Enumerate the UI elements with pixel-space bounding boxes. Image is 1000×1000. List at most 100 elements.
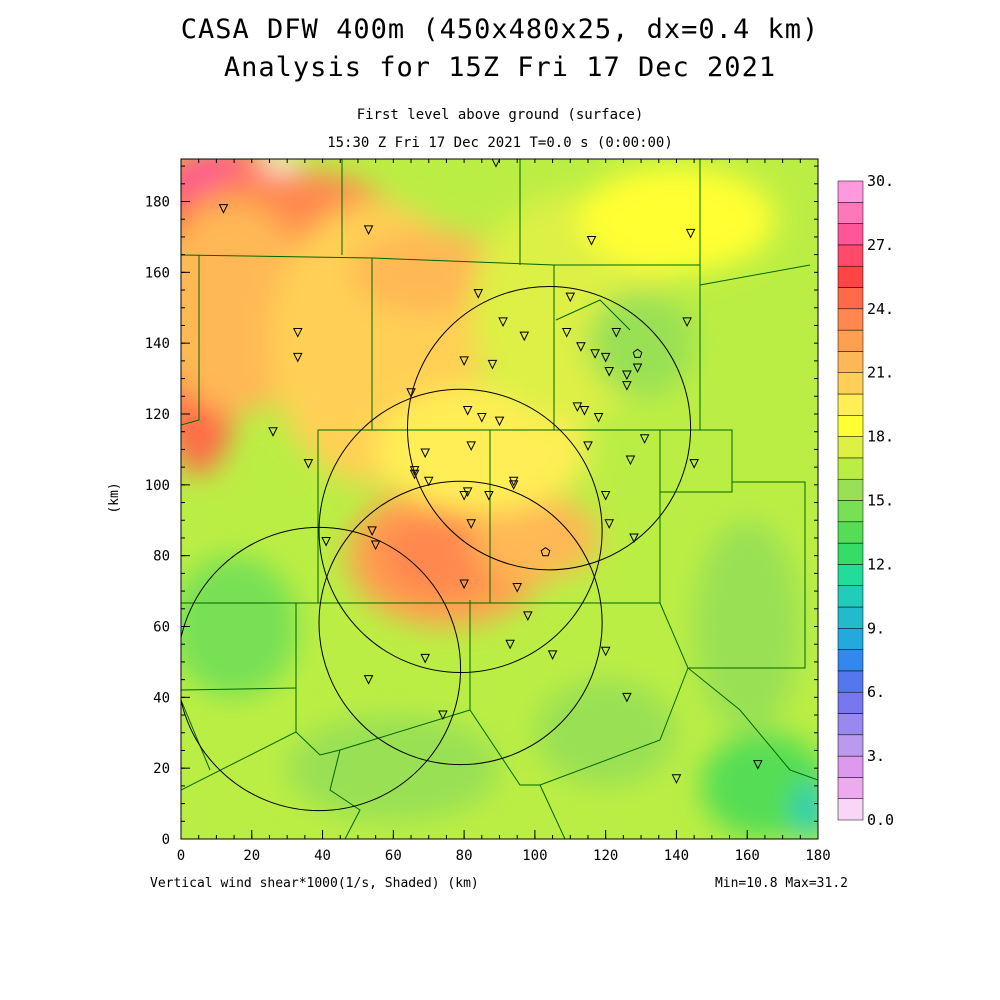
shear-field-patch	[287, 715, 500, 822]
colorbar-swatch	[837, 606, 864, 629]
colorbar-swatch	[837, 713, 864, 736]
station-marker	[491, 159, 501, 168]
colorbar-label: 18.	[867, 428, 894, 446]
x-tick-label: 160	[735, 848, 760, 864]
station-marker	[292, 352, 303, 363]
station-marker	[363, 225, 374, 235]
y-tick-label: 180	[145, 195, 170, 211]
station-marker	[420, 448, 430, 459]
y-tick-label: 140	[145, 336, 170, 352]
station-marker	[367, 526, 377, 536]
station-marker	[579, 405, 590, 416]
colorbar-swatch	[837, 691, 864, 714]
colorbar-swatch	[837, 457, 864, 480]
y-tick-label: 100	[145, 478, 170, 494]
colorbar-swatch	[837, 372, 864, 395]
station-marker	[462, 487, 473, 498]
station-marker	[512, 583, 523, 593]
observation-stations	[218, 159, 763, 784]
y-tick-label: 40	[153, 690, 170, 706]
colorbar-swatch	[837, 734, 864, 757]
colorbar-swatch	[837, 244, 864, 267]
map-subtitle-level: First level above ground (surface)	[356, 107, 644, 123]
y-tick-label: 120	[145, 407, 170, 423]
station-marker	[466, 441, 476, 451]
shear-field-patch	[534, 679, 677, 786]
colorbar-swatch	[837, 777, 864, 799]
station-marker	[484, 490, 494, 501]
colorbar-swatch	[837, 585, 864, 608]
colorbar-swatch	[837, 755, 864, 778]
station-marker	[268, 427, 278, 437]
station-marker	[625, 455, 636, 466]
x-tick-label: 180	[805, 848, 830, 864]
station-marker	[498, 317, 508, 328]
x-tick-label: 140	[664, 848, 689, 864]
station-marker	[547, 650, 558, 660]
radar-site-marker	[632, 348, 643, 358]
x-tick-label: 0	[177, 848, 185, 864]
station-marker	[622, 692, 632, 703]
station-marker	[593, 413, 604, 423]
station-marker	[561, 328, 572, 338]
colorbar-label: 0.0	[867, 811, 894, 829]
range-ring	[318, 480, 603, 766]
colorbar-swatch	[837, 649, 864, 672]
shear-field-patch	[577, 166, 776, 273]
station-marker	[218, 204, 229, 214]
x-tick-label: 100	[522, 848, 547, 864]
station-marker	[321, 537, 331, 547]
station-marker	[565, 292, 576, 303]
colorbar-label: 3.	[867, 747, 885, 765]
station-marker	[476, 413, 487, 423]
station-marker	[462, 405, 473, 416]
shear-field-patch	[350, 229, 507, 315]
y-tick-label: 160	[145, 265, 170, 281]
station-marker	[487, 359, 498, 370]
y-tick-label: 0	[162, 832, 170, 848]
colorbar-swatch	[837, 202, 864, 224]
station-marker	[632, 363, 643, 374]
colorbar-swatch	[837, 436, 864, 459]
station-marker	[423, 476, 434, 487]
y-tick-label: 20	[153, 761, 170, 777]
station-marker	[576, 342, 586, 352]
colorbar-swatch	[837, 265, 864, 288]
shear-field-patch	[375, 385, 588, 514]
colorbar-swatch	[837, 308, 864, 331]
colorbar-swatch	[837, 329, 864, 352]
colorbar-swatch	[837, 500, 864, 523]
station-marker	[639, 434, 650, 444]
station-marker	[604, 519, 615, 529]
station-marker	[459, 356, 469, 366]
station-marker	[671, 774, 682, 784]
station-marker	[572, 402, 583, 413]
colorbar: 30. 27. 24. 21. 18. 15. 12. 9. 6. 3. 0.0	[837, 172, 894, 829]
shear-field-patch	[587, 290, 695, 397]
range-ring	[406, 286, 692, 571]
station-marker	[753, 760, 763, 770]
station-marker	[600, 646, 611, 657]
colorbar-swatch	[837, 564, 864, 586]
colorbar-swatch	[837, 415, 864, 437]
radar-range-rings	[181, 286, 692, 812]
shear-field-patch	[471, 495, 599, 581]
colorbar-label: 30.	[867, 172, 894, 190]
station-marker	[466, 519, 476, 529]
colorbar-swatch	[837, 223, 864, 246]
station-marker	[586, 235, 597, 246]
shear-field-patch	[694, 520, 801, 733]
x-tick-label: 40	[314, 848, 331, 864]
station-marker	[494, 416, 505, 427]
x-axis: 0 20 40 60 80 100 120 140 160 180	[177, 159, 831, 864]
colorbar-label: 9.	[867, 619, 885, 637]
colorbar-label: 15.	[867, 492, 894, 510]
station-marker	[611, 328, 622, 338]
range-ring	[181, 526, 462, 812]
map-subtitle-time: 15:30 Z Fri 17 Dec 2021 T=0.0 s (0:00:00…	[327, 135, 673, 151]
x-tick-label: 20	[243, 848, 260, 864]
colorbar-swatch	[837, 798, 864, 821]
colorbar-label: 21.	[867, 364, 894, 382]
station-marker	[420, 653, 430, 664]
